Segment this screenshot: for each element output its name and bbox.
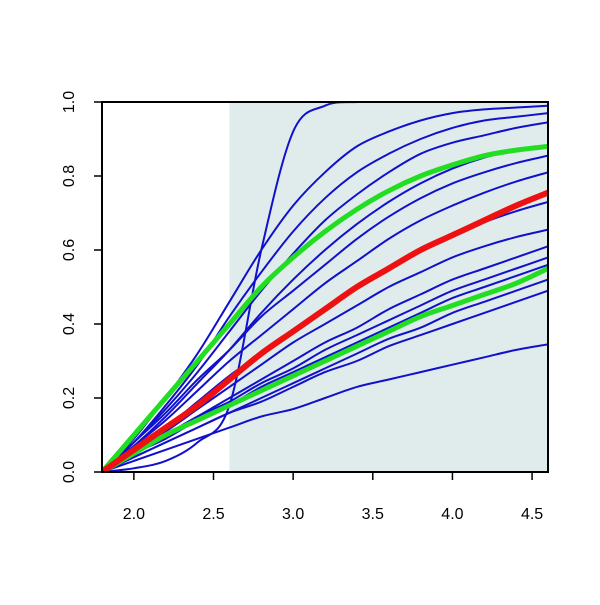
- series-line-9: [102, 228, 548, 472]
- series-line-4: [102, 121, 548, 472]
- y-tick-label-3: 0.4: [61, 313, 78, 335]
- y-tick-label-5: 0.8: [61, 165, 78, 187]
- series-line-12: [102, 263, 548, 472]
- x-tick-label-5: 4.0: [441, 506, 463, 523]
- series-line-16: [102, 143, 548, 472]
- y-tick-label-1: 0.0: [61, 461, 78, 483]
- y-tick-label-2: 0.2: [61, 387, 78, 409]
- series-line-15: [102, 343, 548, 472]
- x-tick-label-4: 3.5: [362, 506, 384, 523]
- series-line-7: [102, 171, 548, 472]
- series-line-6: [102, 154, 548, 472]
- y-tick-label-6: 1.0: [61, 91, 78, 113]
- x-tick-label-3: 3.0: [282, 506, 304, 523]
- series-line-14: [102, 289, 548, 472]
- series-line-3: [102, 112, 548, 472]
- series-line-17: [102, 266, 548, 472]
- series-group: [102, 102, 548, 472]
- x-tick-label-1: 2.0: [123, 506, 145, 523]
- y-tick-label-4: 0.6: [61, 239, 78, 261]
- x-tick-label-2: 2.5: [202, 506, 224, 523]
- x-tick-label-6: 4.5: [521, 506, 543, 523]
- series-line-18: [102, 189, 548, 472]
- series-line-1: [102, 102, 548, 472]
- plot-border: [101, 101, 549, 473]
